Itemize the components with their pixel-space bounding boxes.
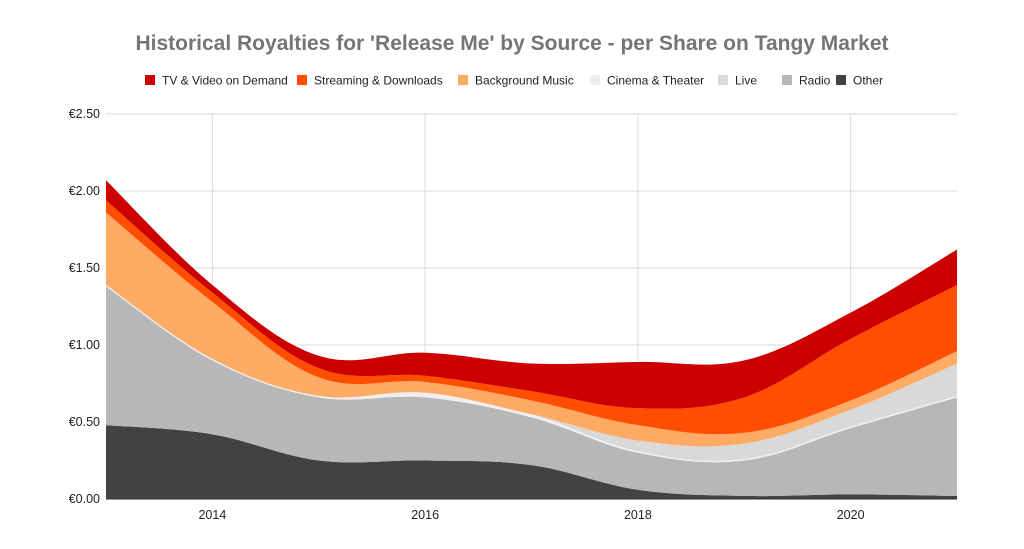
legend-item-radio[interactable]: Radio <box>782 74 831 88</box>
legend-label: Background Music <box>475 74 574 88</box>
x-axis: 2014 2016 2018 2020 <box>198 508 864 522</box>
y-tick-label: €2.00 <box>69 184 100 198</box>
x-tick-label: 2014 <box>198 508 226 522</box>
y-tick-label: €2.50 <box>69 107 100 121</box>
chart-title: Historical Royalties for 'Release Me' by… <box>135 32 888 55</box>
legend-item-tv-and-video-on-demand[interactable]: TV & Video on Demand <box>145 74 288 88</box>
legend-label: Streaming & Downloads <box>314 74 443 88</box>
legend-swatch <box>145 75 155 85</box>
area-other <box>106 425 957 499</box>
legend-label: TV & Video on Demand <box>162 74 288 88</box>
area-radio <box>106 286 957 497</box>
legend-item-background-music[interactable]: Background Music <box>458 74 574 88</box>
x-tick-label: 2020 <box>837 508 865 522</box>
legend-label: Other <box>853 74 883 88</box>
legend-label: Cinema & Theater <box>607 74 704 88</box>
y-tick-label: €0.00 <box>69 492 100 506</box>
legend-item-other[interactable]: Other <box>836 74 883 88</box>
area-background-music <box>106 212 957 447</box>
legend-item-live[interactable]: Live <box>718 74 757 88</box>
legend-swatch <box>590 75 600 85</box>
y-axis: €0.00 €0.50 €1.00 €1.50 €2.00 €2.50 <box>69 107 100 506</box>
stacked-areas <box>106 180 957 500</box>
y-tick-label: €1.00 <box>69 338 100 352</box>
y-tick-label: €1.50 <box>69 261 100 275</box>
y-tick-label: €0.50 <box>69 415 100 429</box>
legend-swatch <box>297 75 307 85</box>
x-tick-label: 2018 <box>624 508 652 522</box>
legend-swatch <box>458 75 468 85</box>
legend-swatch <box>782 75 792 85</box>
legend-item-streaming-and-downloads[interactable]: Streaming & Downloads <box>297 74 443 88</box>
legend-swatch <box>718 75 728 85</box>
legend-item-cinema-and-theater[interactable]: Cinema & Theater <box>590 74 704 88</box>
legend-swatch <box>836 75 846 85</box>
legend-label: Radio <box>799 74 831 88</box>
legend-label: Live <box>735 74 757 88</box>
legend: TV & Video on Demand Streaming & Download… <box>145 74 883 88</box>
x-tick-label: 2016 <box>411 508 439 522</box>
area-streaming-and-downloads <box>106 200 957 435</box>
